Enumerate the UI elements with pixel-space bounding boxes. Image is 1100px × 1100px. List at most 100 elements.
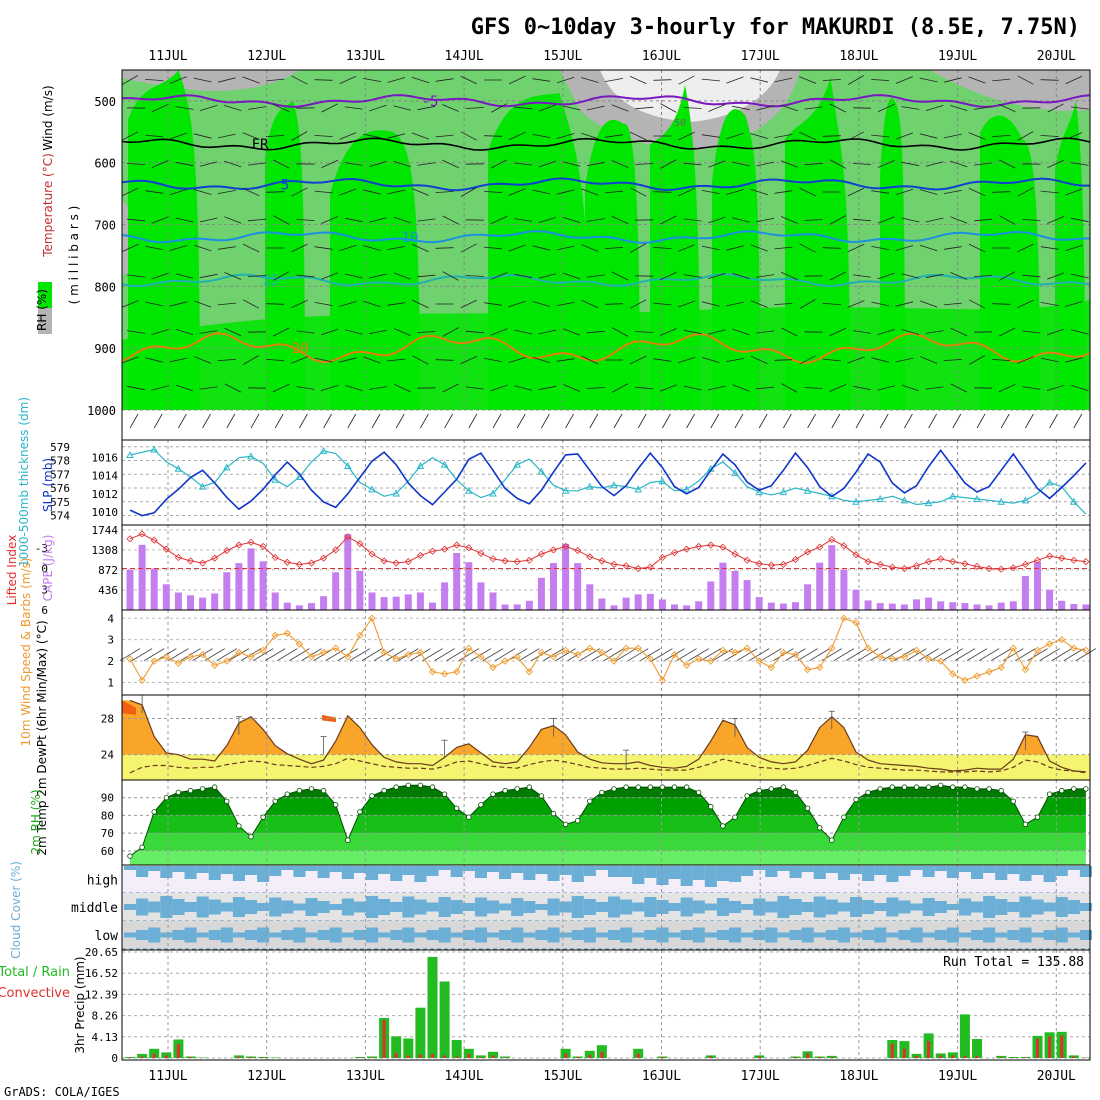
wind-barb	[1070, 273, 1089, 279]
wind-barb	[1046, 385, 1065, 391]
temp-axis-label: 2m Temp 2m DewPt (6hr Min/Max) (°C)	[35, 620, 49, 855]
lifted-index-marker	[586, 553, 594, 561]
wind-speed-marker	[900, 653, 909, 661]
wind-barb	[442, 159, 459, 169]
isotherm-line	[121, 94, 1091, 108]
wind-speed-marker	[537, 648, 546, 657]
precip-convective-bar	[902, 1048, 906, 1058]
cloud-middle-bar	[426, 902, 439, 912]
lifted-index-marker	[295, 560, 303, 568]
wind-barb	[1022, 386, 1041, 390]
wind-barb	[708, 104, 726, 112]
precip-convective-bar	[443, 1055, 447, 1058]
lifted-index-marker	[1046, 552, 1054, 560]
wind-speed-marker	[356, 631, 364, 640]
cape-bar	[1009, 601, 1017, 610]
lifted-index-line	[129, 533, 1086, 570]
cloud-high-bar	[704, 866, 717, 887]
lifted-index-marker	[670, 549, 679, 557]
cloud-low-bar	[632, 932, 645, 938]
wind-barb	[677, 300, 696, 308]
wind-barb	[726, 132, 744, 140]
wind-barb	[224, 216, 242, 224]
surface-wind-barb	[250, 413, 260, 429]
cloud-middle-bar	[1067, 900, 1080, 914]
cape-bar	[453, 553, 461, 610]
wind-speed-marker	[259, 646, 267, 654]
cape-tick-label: 872	[98, 564, 118, 577]
wind-barb	[393, 328, 411, 336]
surface-wind-barb	[1051, 648, 1072, 661]
wind-barb	[490, 159, 508, 169]
surface-wind-barb	[178, 413, 187, 429]
cloud-low-bar	[559, 932, 572, 938]
cloud-high-bar	[898, 866, 911, 876]
wind-tick-label: 3	[107, 634, 114, 647]
wind-barb	[199, 386, 218, 390]
rh-marker	[260, 814, 266, 820]
wind-barb	[242, 76, 260, 84]
surface-wind-barb	[712, 648, 734, 661]
surface-wind-barb	[807, 413, 816, 429]
wind-barb	[781, 327, 798, 337]
precip-convective-bar	[164, 1055, 168, 1058]
bottom-date-label: 20JUL	[1037, 1069, 1076, 1084]
cloud-middle-bar	[958, 898, 971, 916]
wind-speed-marker	[416, 648, 425, 657]
cape-bar	[985, 605, 993, 610]
wind-barb	[490, 272, 508, 280]
wind-barb	[756, 386, 775, 390]
lifted-index-marker	[949, 558, 957, 566]
lifted-index-marker	[985, 564, 993, 573]
cloud-low-bar	[668, 932, 681, 938]
wind-barb	[127, 274, 145, 278]
wind-barb	[707, 385, 726, 391]
cloud-low-bar	[305, 932, 318, 938]
wind-speed-marker	[319, 648, 328, 657]
rh-marker	[599, 789, 605, 796]
cape-bar	[271, 592, 279, 610]
rh-marker	[175, 789, 182, 796]
cloud-low-bar	[1019, 927, 1032, 943]
wind-barb	[683, 107, 702, 109]
dewpoint-area	[122, 754, 1090, 780]
rh-marker	[1083, 786, 1089, 792]
wind-barb	[1017, 299, 1034, 309]
cape-bar	[900, 604, 908, 610]
cloud-high-bar	[801, 866, 814, 872]
surface-wind-barb	[952, 413, 962, 429]
wind-barb	[756, 161, 775, 167]
thickness-marker	[997, 497, 1005, 505]
surface-wind-barb	[603, 648, 625, 661]
wind-barb	[877, 329, 895, 335]
wind-barb	[1047, 159, 1064, 169]
lifted-index-marker	[658, 553, 666, 562]
precip-convective-bar	[1084, 1057, 1088, 1058]
wind-speed-marker	[223, 657, 231, 665]
wind-speed-marker	[682, 661, 691, 669]
precip-convective-bar	[1023, 1057, 1027, 1058]
cloud-low-bar	[692, 927, 705, 943]
cloud-middle-bar	[922, 898, 935, 916]
thickness-tick-label: 578	[50, 455, 70, 468]
wind-barb	[514, 329, 533, 335]
cape-bar	[574, 563, 582, 610]
precip-tick-label: 8.26	[92, 1010, 119, 1023]
wind-barb	[193, 300, 212, 308]
cloud-middle-bar	[172, 899, 185, 915]
rh-marker	[320, 787, 327, 794]
wind-barb	[804, 219, 823, 221]
wind-barb	[145, 190, 164, 194]
wind-speed-marker	[719, 646, 727, 654]
wind-barb	[121, 356, 139, 364]
cloud-high-bar	[559, 866, 572, 875]
precip-convective-bar	[382, 1020, 386, 1058]
lifted-index-marker	[174, 553, 182, 562]
surface-wind-barb	[119, 648, 141, 661]
wind-barb	[296, 219, 315, 221]
cloud-lane-label: high	[87, 874, 118, 889]
wind-barb	[339, 357, 357, 363]
cape-bar	[949, 602, 957, 610]
thickness-axis-label: 1000-500mb thickness (dm)	[17, 397, 31, 567]
wind-barb	[514, 273, 533, 279]
